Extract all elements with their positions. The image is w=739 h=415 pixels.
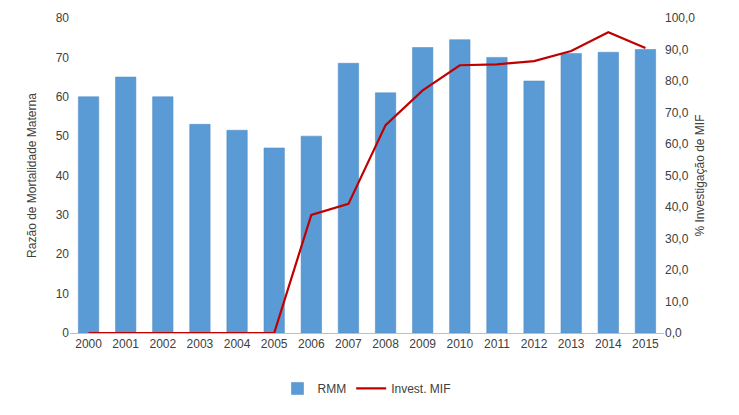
svg-text:90,0: 90,0 (665, 43, 689, 57)
svg-text:2001: 2001 (112, 337, 139, 351)
svg-text:80: 80 (56, 11, 70, 25)
svg-text:0: 0 (62, 326, 69, 340)
svg-text:2003: 2003 (187, 337, 214, 351)
svg-text:10: 10 (56, 287, 70, 301)
svg-text:30: 30 (56, 208, 70, 222)
svg-text:0,0: 0,0 (665, 326, 682, 340)
svg-text:2000: 2000 (75, 337, 102, 351)
svg-text:2002: 2002 (149, 337, 176, 351)
svg-text:40,0: 40,0 (665, 200, 689, 214)
svg-text:2011: 2011 (484, 337, 510, 351)
svg-text:60: 60 (56, 90, 70, 104)
svg-text:80,0: 80,0 (665, 74, 689, 88)
svg-text:2006: 2006 (298, 337, 325, 351)
svg-text:20: 20 (56, 247, 70, 261)
svg-text:2005: 2005 (261, 337, 288, 351)
svg-text:RMM: RMM (318, 382, 347, 396)
svg-text:70: 70 (56, 51, 70, 65)
svg-text:50: 50 (56, 129, 70, 143)
svg-text:2012: 2012 (521, 337, 548, 351)
svg-text:10,0: 10,0 (665, 295, 689, 309)
svg-text:40: 40 (56, 169, 70, 183)
svg-text:2010: 2010 (446, 337, 473, 351)
svg-text:70,0: 70,0 (665, 106, 689, 120)
svg-text:30,0: 30,0 (665, 232, 689, 246)
svg-text:2014: 2014 (595, 337, 622, 351)
svg-text:60,0: 60,0 (665, 137, 689, 151)
svg-text:100,0: 100,0 (665, 11, 695, 25)
svg-text:2004: 2004 (224, 337, 251, 351)
svg-text:Invest. MIF: Invest. MIF (391, 382, 450, 396)
svg-text:2015: 2015 (632, 337, 659, 351)
svg-text:% Investigação de MIF: % Investigação de MIF (693, 114, 707, 236)
svg-text:2013: 2013 (558, 337, 585, 351)
svg-text:50,0: 50,0 (665, 169, 689, 183)
svg-text:2008: 2008 (372, 337, 399, 351)
svg-text:Razão de Mortalidade Materna: Razão de Mortalidade Materna (25, 93, 39, 258)
svg-text:20,0: 20,0 (665, 263, 689, 277)
svg-text:2007: 2007 (335, 337, 362, 351)
svg-text:2009: 2009 (409, 337, 436, 351)
